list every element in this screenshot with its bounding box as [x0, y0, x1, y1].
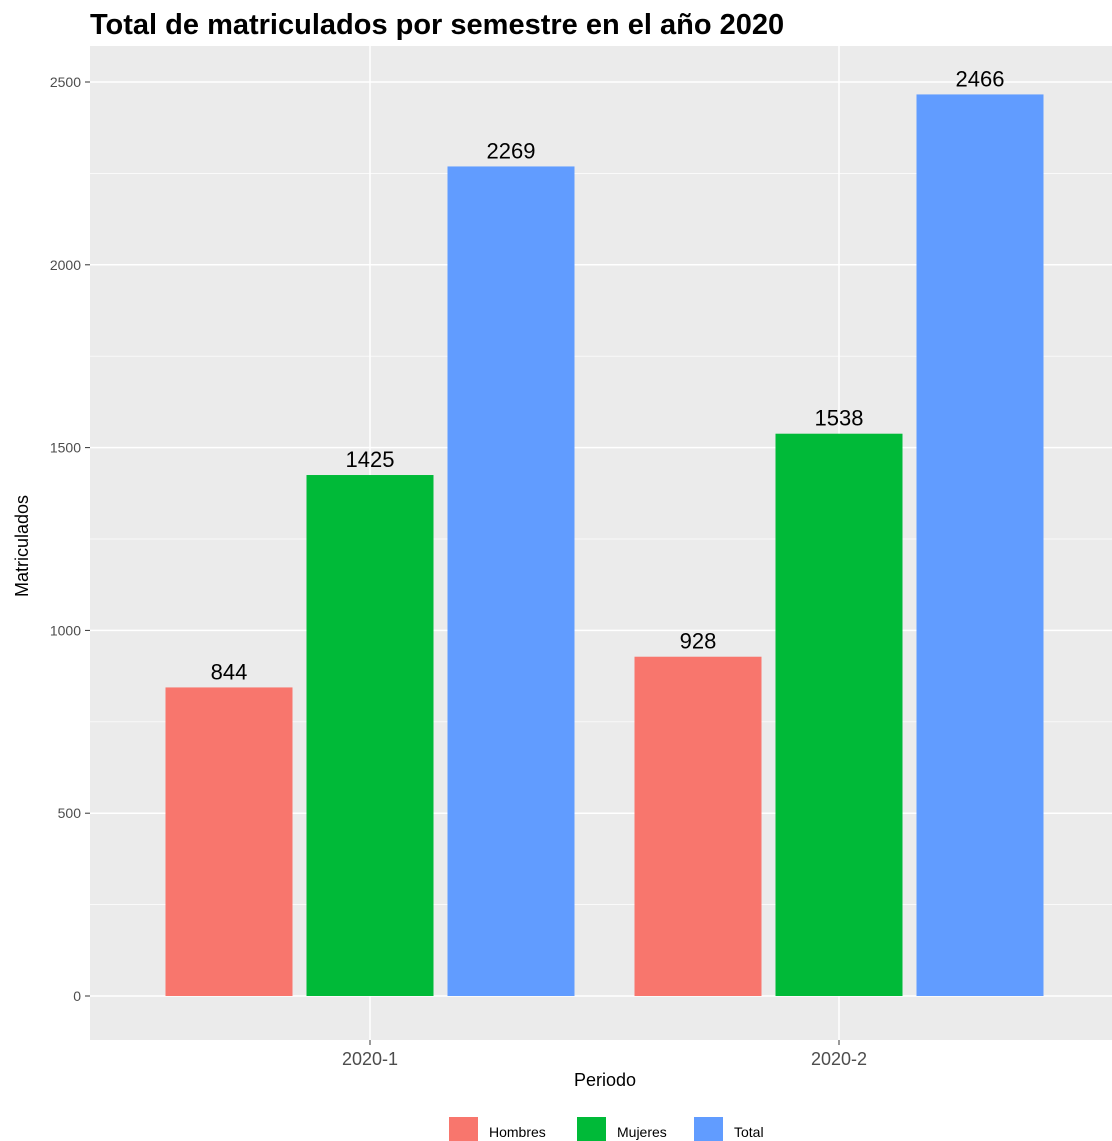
x-axis-title: Periodo [574, 1070, 636, 1090]
bar-hombres-2020-1 [165, 687, 293, 996]
x-tick-label: 2020-2 [811, 1049, 867, 1069]
y-tick-label: 2000 [50, 257, 81, 273]
bar-value-label: 2269 [487, 138, 536, 163]
bar-value-label: 1425 [346, 447, 395, 472]
y-tick-label: 500 [58, 805, 82, 821]
bar-hombres-2020-2 [634, 656, 762, 996]
bar-value-labels: 844 1425 2269 928 1538 2466 [211, 66, 1005, 684]
bar-value-label: 1538 [815, 406, 864, 431]
x-tick-label: 2020-1 [342, 1049, 398, 1069]
bar-mujeres-2020-2 [775, 433, 903, 996]
y-axis-title: Matriculados [12, 495, 32, 597]
y-tick-label: 0 [73, 988, 81, 1004]
bar-value-label: 844 [211, 659, 248, 684]
legend-key-hombres [449, 1117, 478, 1141]
legend-label: Hombres [489, 1124, 546, 1140]
y-tick-label: 1000 [50, 622, 81, 638]
chart-title: Total de matriculados por semestre en el… [90, 9, 784, 41]
bar-total-2020-1 [447, 166, 575, 996]
bar-value-label: 2466 [956, 66, 1005, 91]
bar-total-2020-2 [916, 94, 1044, 996]
y-tick-label: 1500 [50, 440, 81, 456]
legend-key-total [694, 1117, 723, 1141]
bar-value-label: 928 [680, 629, 717, 654]
bar-mujeres-2020-1 [306, 475, 434, 996]
y-tick-label: 2500 [50, 74, 81, 90]
x-axis-ticks: 2020-1 2020-2 [342, 1040, 867, 1069]
legend-key-mujeres [577, 1117, 606, 1141]
legend-label: Total [734, 1124, 764, 1140]
legend-label: Mujeres [617, 1124, 667, 1140]
legend: Hombres Mujeres Total [449, 1117, 764, 1141]
bars [165, 94, 1044, 996]
y-axis-ticks: 0 500 1000 1500 2000 2500 [50, 74, 90, 1004]
